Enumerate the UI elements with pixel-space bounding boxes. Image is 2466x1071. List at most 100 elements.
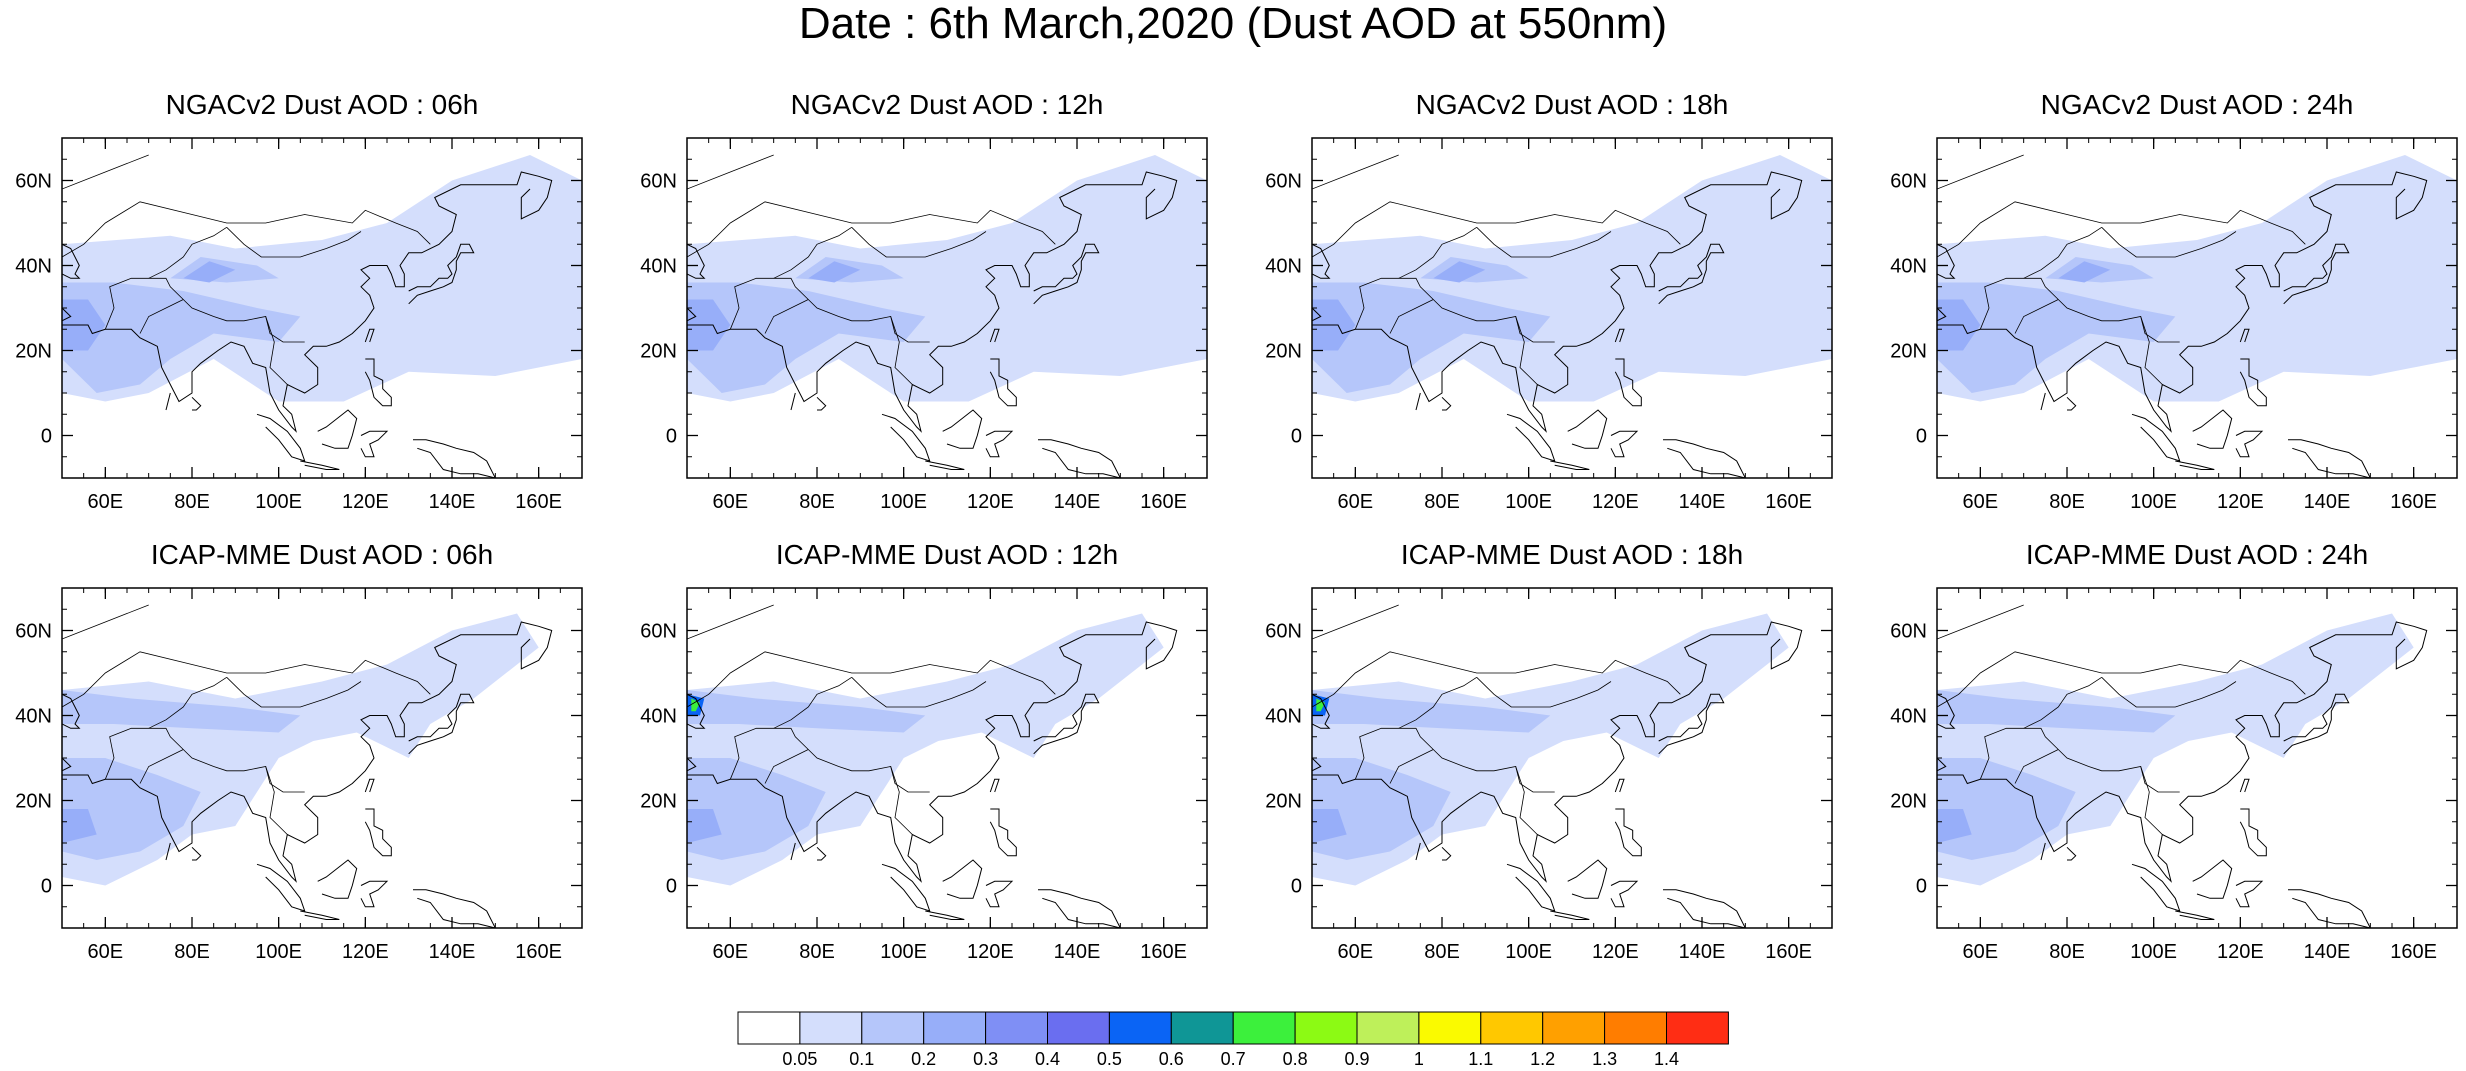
border-line [1937,604,2024,640]
map-panel: 60E 80E 100E 120E 140E 160E 0 20N 40N 60N ICAP-MME… [625,538,1245,998]
border-line [148,676,227,729]
coastline [942,859,983,899]
border-line [1515,766,1538,835]
border-line [104,727,305,793]
coastline [364,358,392,407]
border-line [104,277,305,343]
border-line [1389,749,1434,784]
lat-tick-label: 0 [1291,876,1302,898]
border-line [226,227,362,258]
lon-tick-label: 140E [429,941,476,963]
panel-title: NGACv2 Dust AOD : 24h [2040,89,2354,120]
coastline [1658,243,1725,305]
border-line [687,201,1056,258]
map-panel: 60E 80E 100E 120E 140E 160E 0 20N 40N 60N ICAP-MME… [1875,538,2466,998]
coastline [2175,460,2215,470]
map-area [687,138,1207,478]
coastline [2040,842,2046,861]
coastline [1567,409,1608,449]
panel-title: NGACv2 Dust AOD : 18h [1415,89,1729,120]
coastline [364,778,375,793]
coastline [687,171,1178,433]
border-line [2140,316,2163,385]
border-line [1476,677,1612,708]
coastline [2066,846,2077,861]
map-plot: 60E 80E 100E 120E 140E 160E 0 20N 40N 60N [640,587,1208,963]
lat-tick-label: 60N [15,621,52,643]
border-line [265,316,288,385]
lat-tick-label: 60N [1265,171,1302,193]
lon-tick-label: 160E [1140,491,1187,513]
border-line [62,651,431,708]
lon-tick-label: 140E [1679,491,1726,513]
coastline [687,307,697,322]
coastline [317,859,358,899]
lon-tick-label: 100E [255,491,302,513]
map-area [1937,588,2457,928]
coastline [925,910,965,920]
lat-tick-label: 40N [1890,706,1927,728]
lat-tick-label: 40N [640,706,677,728]
coastline [790,392,796,411]
lon-tick-label: 120E [2217,941,2264,963]
lat-tick-label: 20N [1265,341,1302,363]
coastline [317,409,358,449]
coastline [1614,778,1625,793]
lat-tick-label: 0 [1916,876,1927,898]
colorbar-swatch [1356,1011,1420,1045]
colorbar-label: 0.5 [1097,1049,1122,1067]
coastline [191,846,202,861]
lon-tick-label: 80E [1424,941,1460,963]
lon-tick-label: 60E [713,491,749,513]
colorbar-swatch [1108,1011,1172,1045]
border-line [1312,651,1681,708]
map-panel: 60E 80E 100E 120E 140E 160E 0 20N 40N 60N ICAP-MME… [0,538,620,998]
lon-tick-label: 140E [1679,941,1726,963]
coastline [364,808,392,857]
border-line [2023,226,2102,279]
coastline [1506,413,1556,462]
coastline [1937,307,1947,322]
dust-aod-field [687,282,926,393]
map-area [62,138,582,478]
colorbar-swatch [1232,1011,1296,1045]
border-line [2101,677,2237,708]
coastline [191,396,202,411]
lon-tick-label: 120E [342,491,389,513]
coastline [360,430,389,458]
coastline [1506,863,1556,912]
border-line [1979,727,2180,793]
border-line [1476,227,1612,258]
coastline [942,409,983,449]
lon-tick-label: 100E [1505,491,1552,513]
colorbar-label: 0.7 [1221,1049,1246,1067]
dust-aod-field [1937,809,1972,843]
border-line [729,277,930,343]
dust-aod-field [62,690,301,733]
coastline [2239,328,2250,343]
border-line [687,154,774,190]
lat-tick-label: 60N [640,621,677,643]
colorbar: 0.05 0.1 0.2 0.3 0.4 0.5 0.6 0.7 0.8 0.9 1 1.1 1.2 1.… [737,1011,1729,1067]
colorbar-swatch [799,1011,863,1045]
border-line [2014,299,2059,334]
lon-tick-label: 140E [429,491,476,513]
coastline [1937,693,1956,729]
coastline [62,307,72,322]
lon-tick-label: 160E [1765,491,1812,513]
colorbar-label: 0.2 [911,1049,936,1067]
map-area [1937,138,2457,478]
border-line [1937,201,2306,258]
dust-aod-field [1433,261,1486,283]
coastline [816,846,827,861]
map-plot: 60E 80E 100E 120E 140E 160E 0 20N 40N 60N [1890,137,2458,513]
coastline [816,396,827,411]
coastline [62,243,81,279]
coastline [989,808,1017,857]
coastline [1415,392,1421,411]
coastline [2040,392,2046,411]
coastline [1441,846,1452,861]
coastline [2288,889,2371,928]
coastline [1614,358,1642,407]
coastline [1610,880,1639,908]
